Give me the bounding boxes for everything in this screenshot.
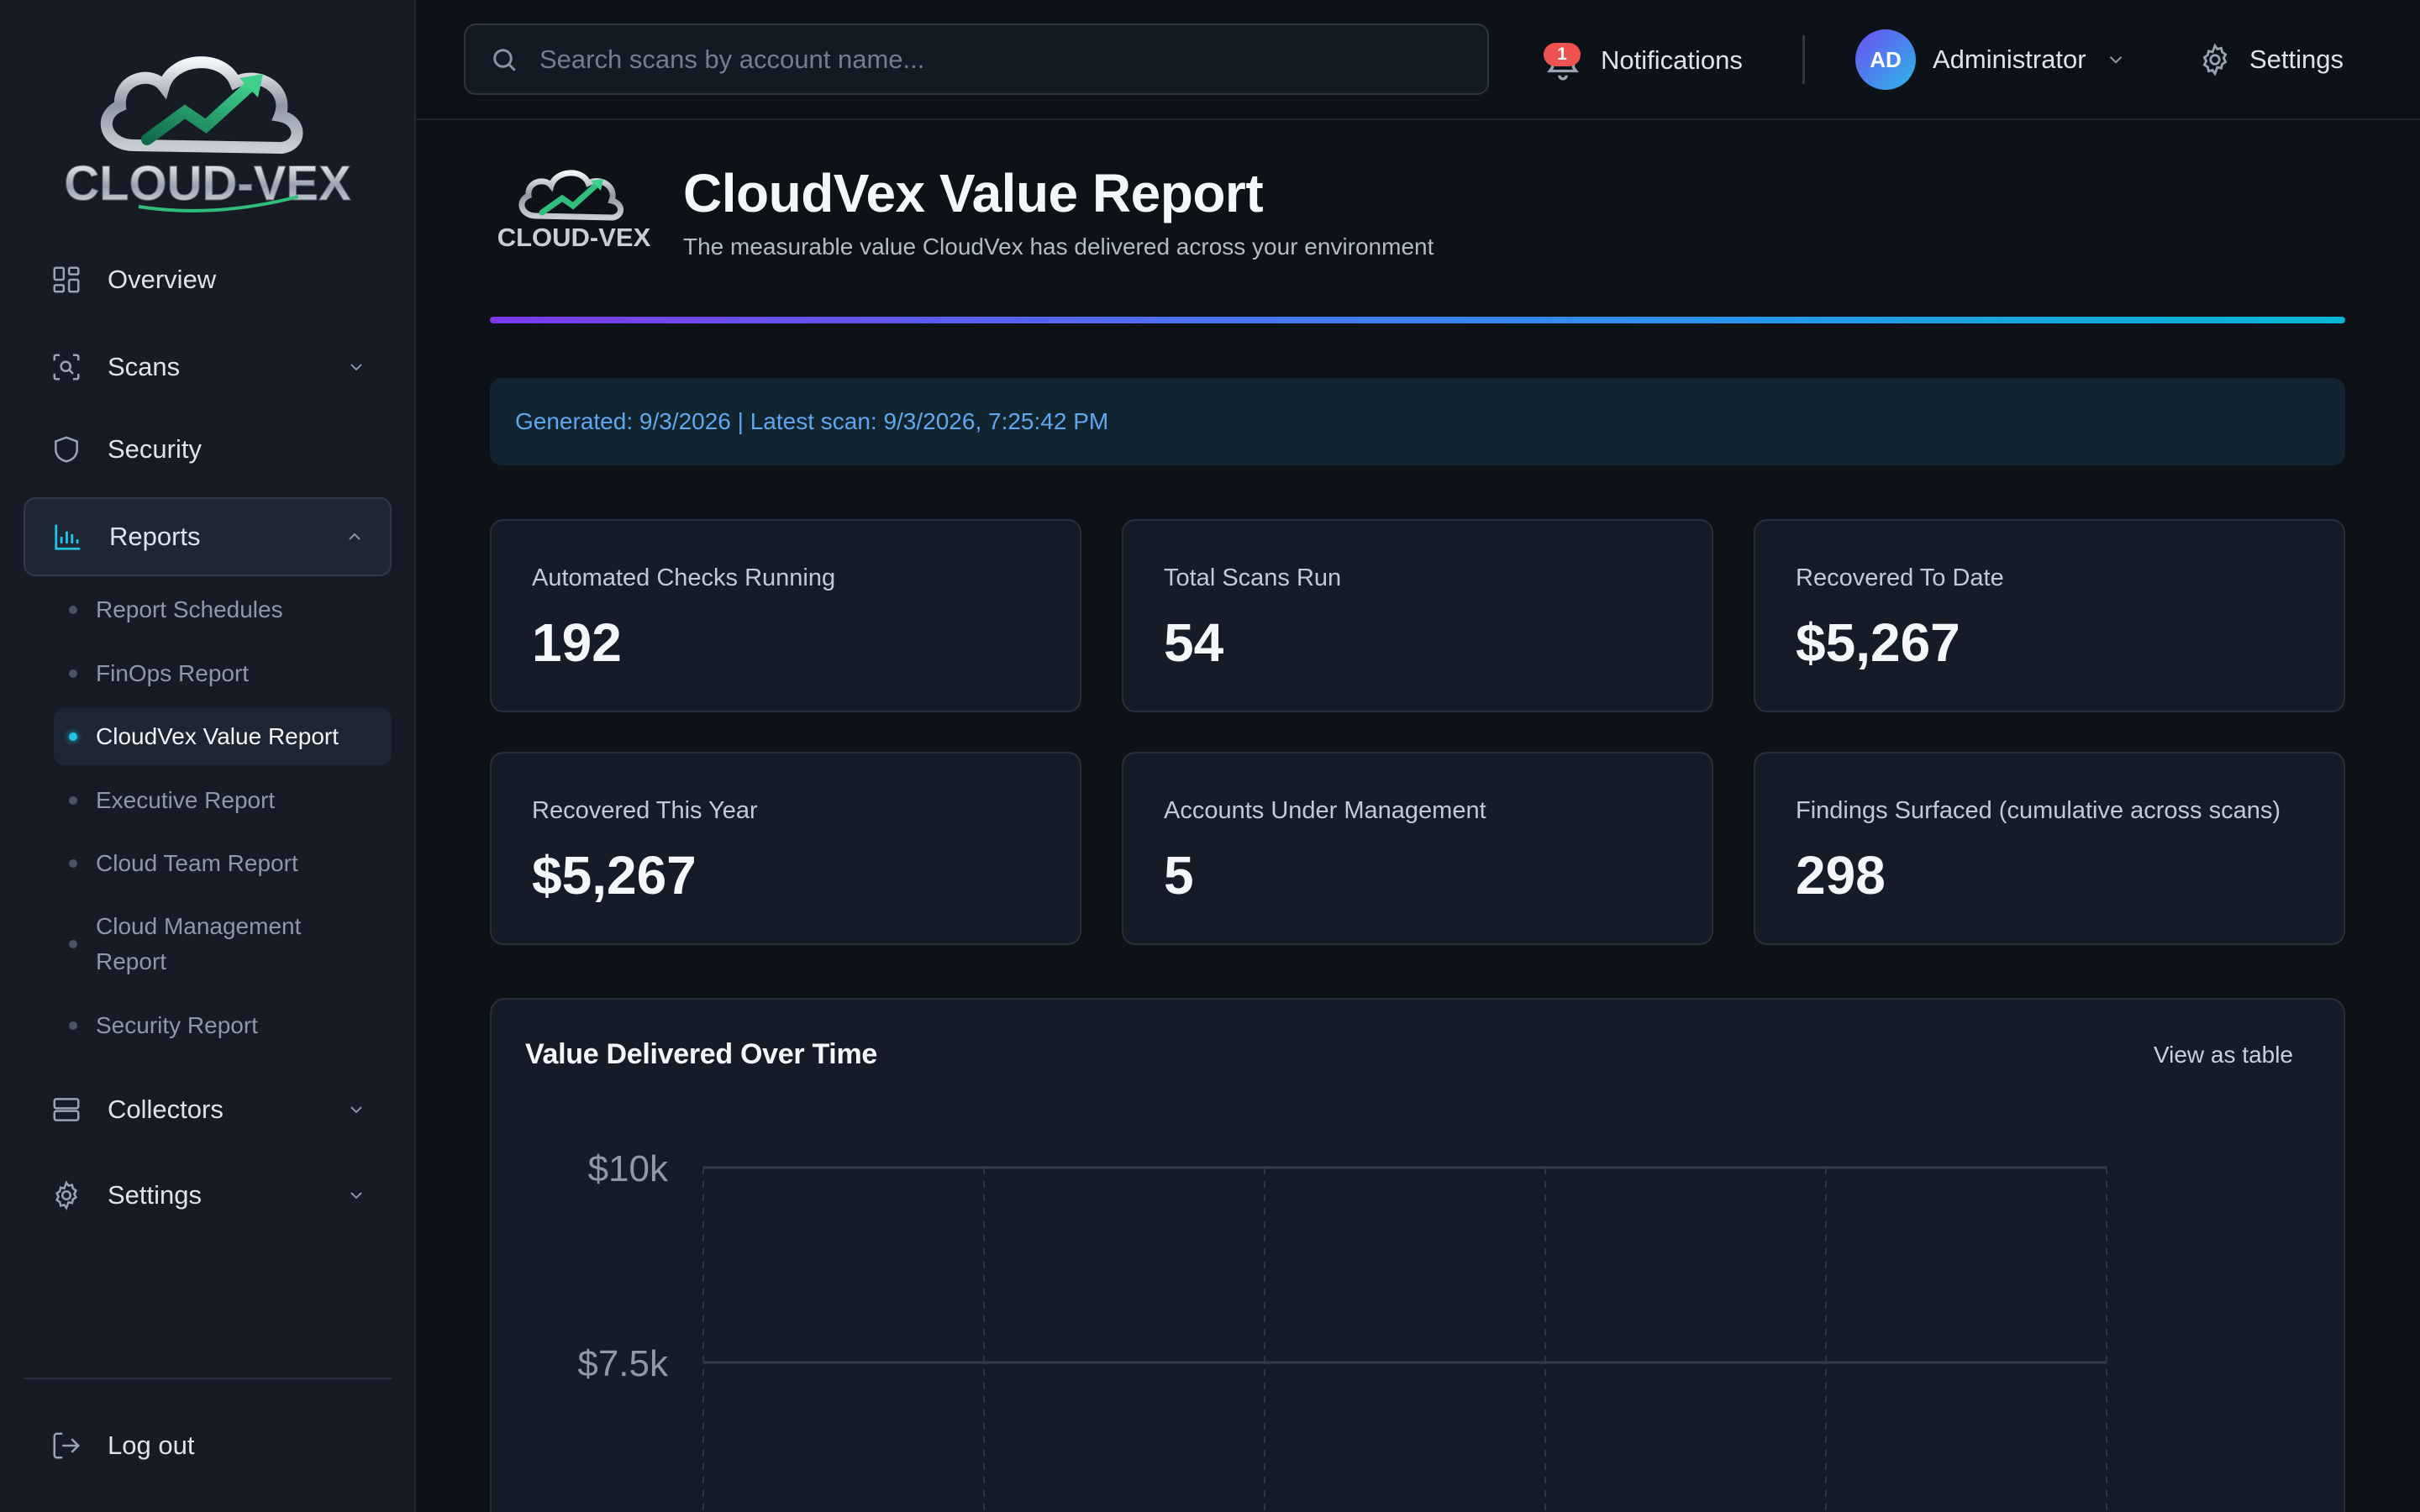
stat-label: Automated Checks Running [532, 564, 836, 591]
search-box[interactable] [464, 24, 1489, 95]
sidebar-item-label: Reports [109, 522, 201, 551]
sidebar-subitem-finops-report[interactable]: FinOps Report [54, 645, 392, 702]
stat-label: Total Scans Run [1164, 564, 1342, 591]
stat-value: 5 [1164, 845, 1194, 906]
chevron-down-icon [350, 1192, 362, 1200]
generated-info-banner: Generated: 9/3/2026 | Latest scan: 9/3/2… [490, 378, 2345, 465]
stat-value: 192 [532, 612, 622, 673]
chevron-down-icon [350, 1106, 362, 1114]
accent-gradient-bar [490, 317, 2345, 323]
search-icon [493, 48, 516, 71]
stat-value: $5,267 [532, 845, 697, 906]
stat-value: 298 [1796, 845, 1886, 906]
notification-count-badge: 1 [1544, 43, 1581, 66]
sidebar-subitem-cloud-management-report[interactable]: Cloud Management Report [54, 899, 392, 990]
sidebar-item-reports[interactable]: Reports [24, 497, 392, 576]
stat-value: 54 [1164, 612, 1224, 673]
logout-icon [49, 1428, 84, 1463]
sidebar-subitem-label: Security Report [96, 1012, 258, 1038]
sidebar-subitem-cloudvex-value-report[interactable]: CloudVex Value Report [54, 708, 392, 765]
bullet-dot [69, 859, 77, 868]
chevron-up-icon [349, 533, 360, 540]
sidebar: CLOUD-VEX Overview Scans [0, 0, 416, 1512]
sidebar-item-collectors[interactable]: Collectors [24, 1070, 392, 1149]
sidebar-subitem-label: FinOps Report [96, 660, 250, 686]
sidebar-item-label: Overview [108, 265, 217, 294]
stat-card-total-scans: Total Scans Run 54 [1122, 519, 1713, 712]
sidebar-subitem-executive-report[interactable]: Executive Report [54, 772, 392, 829]
stat-card-recovered-to-date: Recovered To Date $5,267 [1754, 519, 2345, 712]
logo-wordmark: CLOUD-VEX [64, 156, 351, 211]
notifications-button[interactable]: 1 Notifications [1542, 35, 1743, 86]
bullet-dot [69, 940, 77, 948]
sidebar-item-label: Settings [108, 1180, 203, 1210]
cloudvex-logo[interactable]: CLOUD-VEX [46, 32, 370, 221]
page-subtitle: The measurable value CloudVex has delive… [683, 234, 1434, 260]
logout-label: Log out [108, 1431, 195, 1460]
settings-label: Settings [2249, 45, 2344, 74]
topbar: 1 Notifications AD Administrator Setting… [416, 0, 2420, 120]
chart-y-tick-label: $7.5k [577, 1343, 669, 1384]
stat-card-recovered-this-year: Recovered This Year $5,267 [490, 752, 1081, 945]
sidebar-subitem-label: Cloud Team Report [96, 850, 298, 876]
sidebar-item-security[interactable]: Security [24, 410, 392, 489]
sidebar-item-label: Security [108, 434, 202, 464]
report-logo: CLOUD-VEX [490, 157, 658, 258]
bullet-dot [69, 669, 77, 678]
grid-icon [49, 262, 84, 297]
chevron-down-icon [2109, 55, 2122, 64]
shield-icon [49, 432, 84, 467]
user-name: Administrator [1933, 45, 2086, 74]
sidebar-subitem-label: Cloud Management Report [96, 913, 302, 974]
chart-title: Value Delivered Over Time [525, 1038, 877, 1070]
value-chart: $10k $7.5k [577, 1148, 2107, 1512]
gear-icon [2202, 43, 2228, 76]
stat-label: Accounts Under Management [1164, 797, 1486, 824]
stat-label: Recovered This Year [532, 797, 758, 824]
stat-card-findings-surfaced: Findings Surfaced (cumulative across sca… [1754, 752, 2345, 945]
topbar-divider [1802, 35, 1805, 84]
report-logo-wordmark: CLOUD-VEX [497, 223, 651, 252]
sidebar-divider [24, 1378, 392, 1379]
bullet-dot [69, 1021, 77, 1030]
view-as-table-link[interactable]: View as table [2153, 1042, 2293, 1068]
sidebar-item-label: Scans [108, 352, 181, 381]
notification-bell: 1 [1542, 39, 1584, 81]
notifications-label: Notifications [1601, 45, 1743, 75]
avatar: AD [1855, 29, 1916, 90]
sidebar-subitem-report-schedules[interactable]: Report Schedules [54, 581, 392, 638]
search-input[interactable] [539, 25, 1464, 93]
sidebar-subitem-cloud-team-report[interactable]: Cloud Team Report [54, 835, 392, 892]
bullet-dot [69, 606, 77, 614]
gear-icon [49, 1178, 84, 1213]
chevron-down-icon [350, 364, 362, 371]
generated-info-text: Generated: 9/3/2026 | Latest scan: 9/3/2… [515, 408, 1109, 434]
stat-label: Findings Surfaced (cumulative across sca… [1796, 797, 2281, 824]
value-over-time-chart-card: Value Delivered Over Time View as table … [490, 998, 2345, 1512]
logout-button[interactable]: Log out [24, 1406, 392, 1485]
server-icon [49, 1092, 84, 1127]
bullet-dot [69, 796, 77, 805]
stat-value: $5,267 [1796, 612, 1960, 673]
page-title: CloudVex Value Report [683, 163, 1264, 223]
sidebar-subitem-label: CloudVex Value Report [96, 723, 339, 749]
stat-label: Recovered To Date [1796, 564, 2004, 591]
bar-chart-icon [50, 519, 86, 554]
scan-icon [49, 349, 84, 385]
settings-button[interactable]: Settings [2197, 35, 2344, 84]
active-bullet-dot [69, 732, 77, 741]
sidebar-subitem-label: Report Schedules [96, 596, 283, 622]
stat-card-accounts-under-management: Accounts Under Management 5 [1122, 752, 1713, 945]
sidebar-item-scans[interactable]: Scans [24, 328, 392, 407]
sidebar-item-label: Collectors [108, 1095, 224, 1124]
main-content: CLOUD-VEX CloudVex Value Report The meas… [416, 122, 2420, 1512]
stat-card-automated-checks: Automated Checks Running 192 [490, 519, 1081, 712]
user-menu[interactable]: AD Administrator [1855, 29, 2127, 91]
sidebar-subitem-label: Executive Report [96, 787, 276, 813]
sidebar-item-overview[interactable]: Overview [24, 240, 392, 319]
sidebar-item-settings[interactable]: Settings [24, 1156, 392, 1235]
chart-y-tick-label: $10k [588, 1148, 669, 1189]
sidebar-subitem-security-report[interactable]: Security Report [54, 997, 392, 1054]
